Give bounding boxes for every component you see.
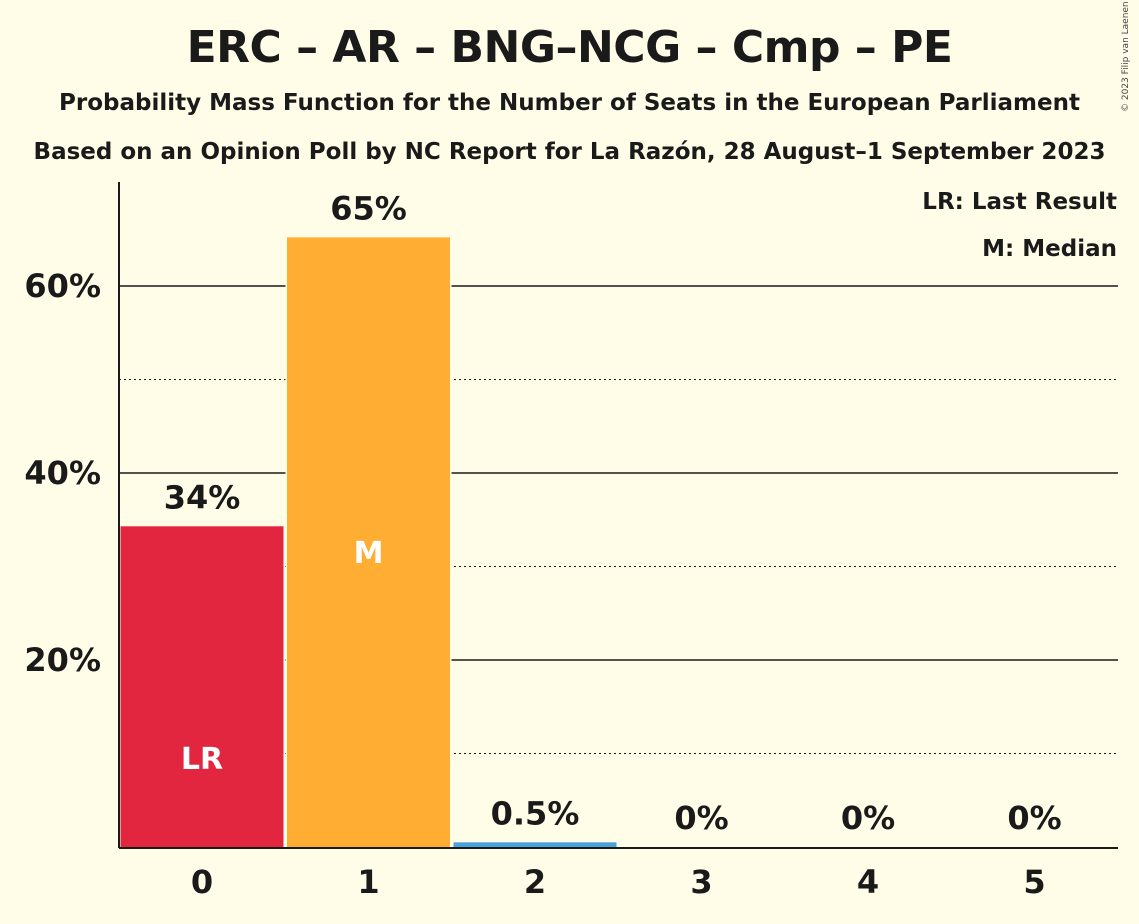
chart-source-line: Based on an Opinion Poll by NC Report fo… [33, 139, 1106, 165]
x-tick-label-2: 2 [524, 863, 546, 901]
bar-2 [453, 842, 617, 847]
data-label-3: 0% [674, 799, 728, 837]
y-tick-label-40: 40% [24, 454, 101, 492]
x-tick-label-5: 5 [1023, 863, 1045, 901]
chart-title: ERC – AR – BNG–NCG – Cmp – PE [186, 22, 953, 73]
data-label-1: 65% [330, 189, 407, 227]
x-tick-label-3: 3 [690, 863, 712, 901]
axes [118, 182, 1118, 849]
bar-1 [287, 237, 450, 847]
bar-marker-lr: LR [181, 742, 223, 777]
bars [119, 237, 618, 847]
x-tick-label-0: 0 [191, 863, 213, 901]
data-label-0: 34% [164, 478, 241, 516]
data-label-4: 0% [841, 799, 895, 837]
chart-subtitle: Probability Mass Function for the Number… [59, 90, 1080, 116]
legend-median: M: Median [982, 236, 1117, 262]
bar-0 [120, 526, 284, 847]
data-label-5: 0% [1007, 799, 1061, 837]
legend-last-result: LR: Last Result [922, 189, 1117, 215]
data-label-2: 0.5% [491, 794, 580, 832]
y-tick-label-20: 20% [24, 641, 101, 679]
bar-marker-m: M [354, 536, 384, 571]
y-tick-label-60: 60% [24, 267, 101, 305]
x-tick-label-1: 1 [357, 863, 379, 901]
x-tick-label-4: 4 [857, 863, 879, 901]
